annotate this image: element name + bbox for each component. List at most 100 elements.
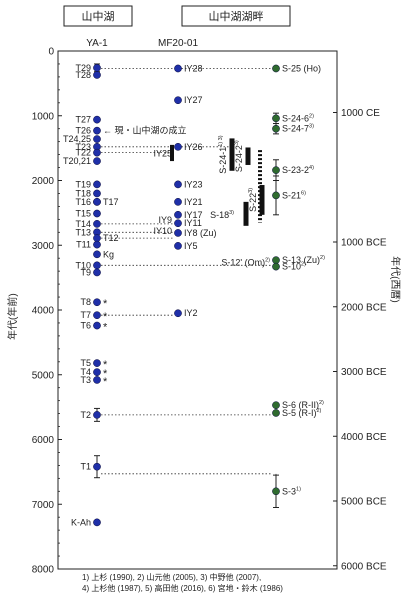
ya1-point-label: K-Ah xyxy=(71,517,91,527)
ya1-point xyxy=(93,411,101,419)
footnote-line: 1) 上杉 (1990), 2) 山元他 (2005), 3) 中野他 (200… xyxy=(82,572,261,582)
ya1-point-label: T13 xyxy=(75,227,91,237)
ya1-point-label: T19 xyxy=(75,179,91,189)
lakeside-point-label: S-25 (Ho) xyxy=(282,63,321,73)
mf20-point xyxy=(174,180,182,189)
lakeside-point-label: S-5 (R-I)2) xyxy=(282,408,322,418)
ya1-point-label: T11 xyxy=(76,240,91,250)
ya1-point-label: T17 xyxy=(103,197,119,207)
ya1-point xyxy=(93,209,101,218)
right-tick-label: 1000 CE xyxy=(341,108,380,119)
mf20-point xyxy=(174,96,182,105)
lakeside-point xyxy=(272,124,280,133)
ya1-point xyxy=(93,250,101,259)
ya1-point-label: T7 xyxy=(80,310,91,320)
ya1-point xyxy=(93,368,101,377)
right-tick-label: 1000 BCE xyxy=(341,238,387,249)
right-tick-label: 2000 BCE xyxy=(341,302,387,313)
ya1-point xyxy=(93,234,101,242)
range-bar-label: S-183) xyxy=(210,210,234,220)
ya1-point xyxy=(93,359,101,367)
ya1-point xyxy=(93,157,101,165)
lakeside-point-label: S-31) xyxy=(282,486,301,496)
lakeside-point-label: S-13 (Zu)2) xyxy=(282,255,325,265)
right-tick-label: 4000 BCE xyxy=(341,432,387,443)
mf20-point-label: IY5 xyxy=(184,241,198,251)
ya1-point-label: T2 xyxy=(80,410,91,420)
ya1-point-label: T16 xyxy=(75,197,91,207)
mf20-point-label: IY2 xyxy=(184,308,198,318)
ya1-point-label: T22 xyxy=(75,148,91,158)
header-group: 山中湖 山中湖湖畔 YA-1 MF20-01 xyxy=(63,5,291,49)
lakeside-point xyxy=(272,256,280,264)
ya1-star-marker: * xyxy=(103,359,108,371)
left-tick-label: 3000 xyxy=(32,241,55,252)
ya1-point-label: T29 xyxy=(75,63,91,73)
ya1-point-label: Kg xyxy=(103,249,114,259)
axes-group: 0 1000 2000 3000 4000 5000 6000 7000 8000 1000 CE… xyxy=(6,47,402,576)
ya1-point-label: T28 xyxy=(75,70,91,80)
column-label-mf20: MF20-01 xyxy=(158,38,198,49)
ya1-point-label: T8 xyxy=(80,297,91,307)
ya1-point xyxy=(93,148,101,157)
ya1-point-label: T4 xyxy=(80,367,91,377)
mf20-point xyxy=(174,242,182,250)
mf20-point-label: IY26 xyxy=(184,142,203,152)
column-label-ya1: YA-1 xyxy=(86,38,108,49)
ya1-point xyxy=(93,115,101,124)
lakeside-point xyxy=(272,487,280,496)
y-axis-label-left: 年代(年前) xyxy=(6,293,19,340)
lakeside-point-label: S-23-24) xyxy=(282,165,314,175)
left-tick-label: 5000 xyxy=(32,370,55,381)
mf20-point-label: IY28 xyxy=(184,63,203,73)
mf20-point xyxy=(174,198,182,206)
lakeside-point-label: S-216) xyxy=(282,190,306,200)
mf20-side-label: IY9 xyxy=(158,215,172,225)
ya1-star-marker: * xyxy=(103,311,108,323)
left-tick-label: 8000 xyxy=(32,565,55,576)
ya1-point-label: T3 xyxy=(80,375,91,385)
ya1-point-label: T10 xyxy=(75,260,91,270)
right-tick-label: 5000 BCE xyxy=(341,497,387,508)
right-tick-label: 6000 BCE xyxy=(341,561,387,572)
ya1-point xyxy=(93,298,101,307)
ya1-point xyxy=(93,189,101,198)
mf20-side-label: IY10 xyxy=(153,226,172,236)
ya1-point-label: T24,25 xyxy=(63,134,91,144)
left-tick-label: 0 xyxy=(48,47,54,58)
lakeside-point xyxy=(272,401,280,410)
lakeside-point-label: S-102) xyxy=(282,262,306,272)
header-box-lake xyxy=(63,5,133,27)
footnote-line: 4) 上杉他 (1987), 5) 高田他 (2016), 6) 宮地・鈴木 (… xyxy=(82,583,283,593)
left-tick-label: 2000 xyxy=(32,176,55,187)
ya1-point xyxy=(93,198,101,206)
ya1-point xyxy=(93,261,101,270)
ya1-point-label: T14 xyxy=(75,219,91,229)
ya1-point xyxy=(93,71,101,79)
dotted-links-group xyxy=(101,68,277,476)
lakeside-point xyxy=(272,114,280,123)
lakeside-point-label: S-24-62) xyxy=(282,113,314,123)
mf20-point xyxy=(174,142,182,151)
ya1-point-label: T1 xyxy=(80,462,91,472)
range-bar-label: S-223) xyxy=(248,188,258,212)
ya1-star-marker: * xyxy=(103,322,108,334)
ya1-point-label: T18 xyxy=(75,188,91,198)
ya1-point-label: T12 xyxy=(103,233,119,243)
ya1-point xyxy=(93,135,101,143)
range-bar-label: S-24-11) 3) xyxy=(218,135,228,173)
mf20-point-label: IY27 xyxy=(184,95,203,105)
annotation-lake-formation: ← 現・山中湖の成立 xyxy=(103,125,187,136)
header-lake: 山中湖 xyxy=(82,10,115,23)
lakeside-point xyxy=(272,409,280,417)
lakeside-point-label: S-24-73) xyxy=(282,124,314,134)
mf20-point xyxy=(174,219,182,228)
mf20-point-label: IY8 (Zu) xyxy=(184,228,217,238)
left-tick-label: 1000 xyxy=(32,111,55,122)
range-bars-group: S-24-11) 3) S-24-23) S-223) S-183) xyxy=(210,135,265,226)
mf20-side-label: IY25 xyxy=(153,148,172,158)
mf20-point xyxy=(174,309,182,318)
ya1-point xyxy=(93,220,101,228)
